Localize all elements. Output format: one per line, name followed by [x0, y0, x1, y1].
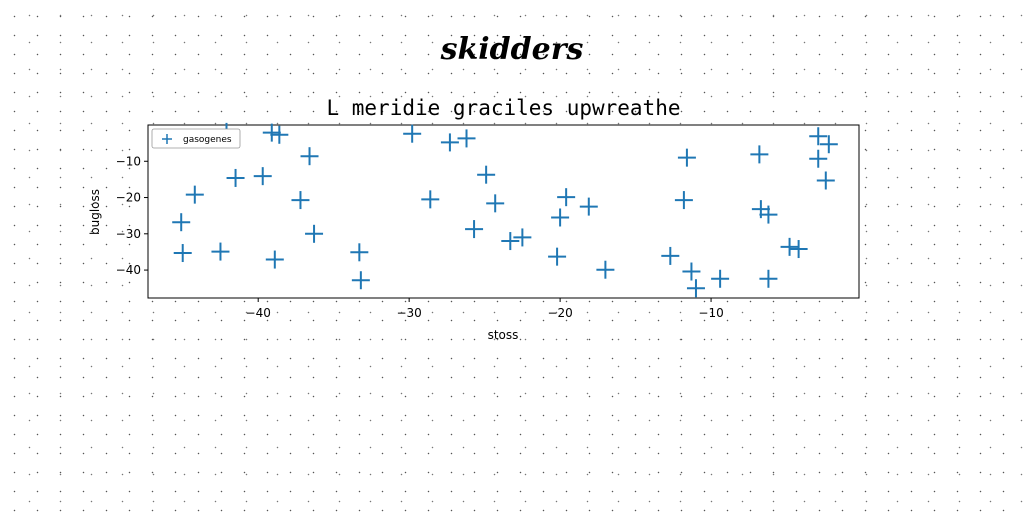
x-tick-label: −10: [698, 306, 723, 320]
x-tick-label: −30: [396, 306, 421, 320]
data-point: [300, 147, 319, 166]
data-point: [759, 269, 778, 288]
legend-marker: [162, 134, 172, 144]
data-point: [780, 237, 799, 256]
data-point: [711, 269, 730, 288]
data-point: [501, 232, 520, 251]
data-point: [477, 165, 496, 184]
data-point: [557, 188, 576, 207]
x-tick-label: −40: [246, 306, 271, 320]
series-markers: [172, 122, 838, 298]
data-point: [262, 123, 281, 142]
data-point: [816, 171, 835, 190]
data-point: [819, 135, 838, 154]
data-point: [596, 260, 615, 279]
data-point: [486, 194, 505, 213]
data-point: [351, 271, 370, 290]
data-point: [403, 124, 422, 143]
x-axis-label: stoss: [488, 328, 519, 342]
data-point: [457, 129, 476, 148]
data-point: [185, 185, 204, 204]
legend-box: [151, 128, 241, 149]
data-point: [682, 262, 701, 281]
legend: gasogenes: [151, 128, 241, 149]
data-point: [677, 148, 696, 167]
y-tick-label: −20: [116, 191, 141, 205]
data-point: [686, 279, 705, 298]
data-point: [548, 247, 567, 266]
data-point: [759, 205, 778, 224]
data-point: [674, 191, 693, 210]
data-point: [809, 149, 828, 168]
brand-logo-text: skidders: [440, 32, 584, 67]
data-point: [440, 133, 459, 152]
data-point: [809, 127, 828, 146]
x-tick-label: −20: [547, 306, 572, 320]
y-tick-label: −30: [116, 227, 141, 241]
x-axis: −40 −30 −20 −10: [246, 298, 724, 320]
data-point: [173, 244, 192, 263]
y-axis-label: bugloss: [88, 189, 102, 235]
data-point: [421, 190, 440, 209]
chart-title: L meridie graciles upwreathe: [326, 96, 681, 120]
y-axis: −10 −20 −30 −40: [116, 154, 148, 277]
data-point: [789, 240, 808, 259]
data-point: [265, 250, 284, 269]
data-point: [465, 220, 484, 239]
data-point: [513, 228, 532, 247]
y-tick-label: −10: [116, 154, 141, 168]
data-point: [579, 197, 598, 216]
data-point: [291, 191, 310, 210]
data-point: [350, 243, 369, 262]
data-point: [750, 145, 769, 164]
y-tick-label: −40: [116, 263, 141, 277]
legend-marker-icon: [162, 134, 172, 144]
legend-label: gasogenes: [183, 135, 232, 145]
plot-area: [147, 124, 860, 299]
data-point: [305, 224, 324, 243]
data-point: [172, 213, 191, 232]
data-point: [211, 242, 230, 261]
data-point: [253, 167, 272, 186]
data-point: [551, 208, 570, 227]
data-point: [226, 168, 245, 187]
data-point: [270, 125, 289, 144]
data-point: [661, 246, 680, 265]
